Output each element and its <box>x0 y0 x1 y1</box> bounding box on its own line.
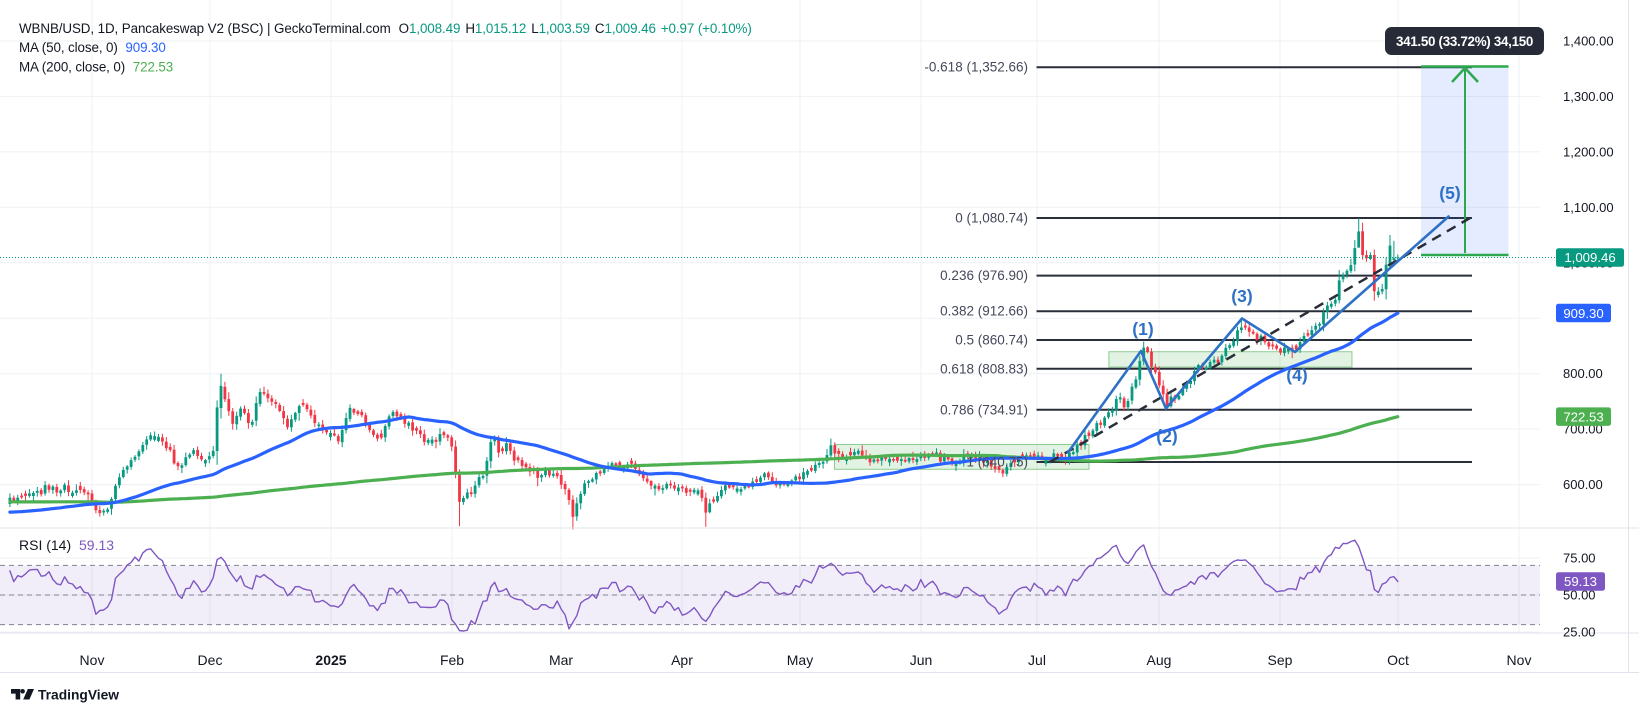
svg-text:Jul: Jul <box>1028 652 1046 668</box>
svg-text:Sep: Sep <box>1268 652 1293 668</box>
svg-text:722.53: 722.53 <box>1563 409 1603 424</box>
svg-text:25.00: 25.00 <box>1563 625 1596 640</box>
svg-text:May: May <box>787 652 813 668</box>
svg-text:RSI (14) 59.13: RSI (14) 59.13 <box>19 537 114 553</box>
svg-text:1,400.00: 1,400.00 <box>1563 34 1614 49</box>
svg-text:WBNB/USD, 1D, Pancakeswap V2 (: WBNB/USD, 1D, Pancakeswap V2 (BSC) | Gec… <box>19 21 752 36</box>
svg-text:909.30: 909.30 <box>1563 306 1603 321</box>
svg-text:800.00: 800.00 <box>1563 366 1603 381</box>
svg-text:Mar: Mar <box>549 652 573 668</box>
svg-text:MA (200, close, 0) 722.53: MA (200, close, 0) 722.53 <box>19 60 173 75</box>
svg-text:341.50 (33.72%) 34,150: 341.50 (33.72%) 34,150 <box>1396 34 1533 49</box>
svg-text:1,100.00: 1,100.00 <box>1563 200 1614 215</box>
svg-text:(1): (1) <box>1132 319 1153 339</box>
svg-text:1 (640.75): 1 (640.75) <box>966 455 1028 470</box>
svg-text:0.618 (808.83): 0.618 (808.83) <box>940 361 1028 376</box>
svg-text:0.786 (734.91): 0.786 (734.91) <box>940 402 1028 417</box>
svg-text:Apr: Apr <box>671 652 693 668</box>
svg-text:Feb: Feb <box>440 652 464 668</box>
svg-text:1,200.00: 1,200.00 <box>1563 144 1614 159</box>
svg-text:(2): (2) <box>1156 426 1177 446</box>
svg-text:50.00: 50.00 <box>1563 588 1596 603</box>
svg-text:600.00: 600.00 <box>1563 477 1603 492</box>
svg-text:Aug: Aug <box>1147 652 1172 668</box>
svg-text:0.5 (860.74): 0.5 (860.74) <box>955 333 1028 348</box>
svg-text:2025: 2025 <box>315 652 346 668</box>
svg-text:-0.618 (1,352.66): -0.618 (1,352.66) <box>924 60 1028 75</box>
svg-text:75.00: 75.00 <box>1563 551 1596 566</box>
svg-text:Jun: Jun <box>910 652 933 668</box>
svg-text:(3): (3) <box>1231 286 1252 306</box>
svg-text:0.236 (976.90): 0.236 (976.90) <box>940 268 1028 283</box>
svg-text:Dec: Dec <box>198 652 223 668</box>
svg-text:MA (50, close, 0) 909.30: MA (50, close, 0) 909.30 <box>19 40 166 55</box>
svg-text:1,300.00: 1,300.00 <box>1563 89 1614 104</box>
svg-text:0.382 (912.66): 0.382 (912.66) <box>940 304 1028 319</box>
svg-text:Nov: Nov <box>80 652 105 668</box>
svg-text:TradingView: TradingView <box>38 688 119 703</box>
svg-text:0 (1,080.74): 0 (1,080.74) <box>955 211 1028 226</box>
svg-text:Oct: Oct <box>1387 652 1409 668</box>
svg-text:1,009.46: 1,009.46 <box>1564 250 1615 265</box>
svg-text:59.13: 59.13 <box>1564 574 1597 589</box>
svg-text:(4): (4) <box>1286 365 1307 385</box>
svg-text:Nov: Nov <box>1507 652 1532 668</box>
svg-text:(5): (5) <box>1439 183 1460 203</box>
